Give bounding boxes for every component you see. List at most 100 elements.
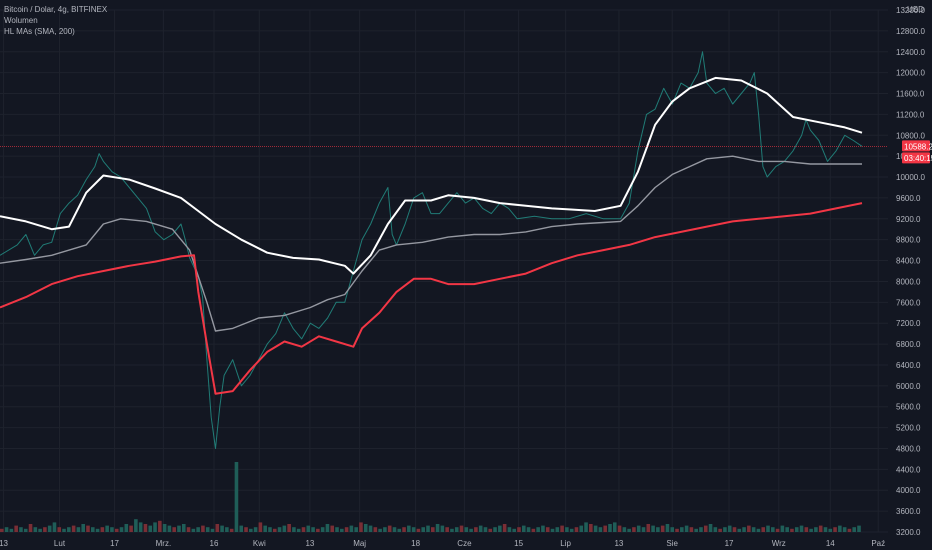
volume-bar (703, 525, 708, 532)
volume-bar (780, 525, 785, 532)
y-tick-label: 9600.0 (896, 194, 921, 203)
volume-bar (809, 528, 813, 532)
volume-bar (325, 524, 330, 532)
volume-bar (536, 527, 540, 532)
y-tick-label: 13200.0 (896, 6, 925, 15)
volume-bar (464, 527, 469, 532)
volume-bar (86, 525, 90, 532)
x-tick-label: Paź (871, 539, 885, 548)
y-tick-label: 6000.0 (896, 382, 921, 391)
volume-bar (838, 525, 842, 532)
x-tick-label: 13 (614, 539, 623, 548)
volume-bar (114, 528, 119, 532)
last-price-text: 10588.2 (904, 142, 932, 151)
legend-indicator[interactable]: HL MAs (SMA, 200) (4, 27, 75, 36)
volume-bar (737, 528, 742, 532)
volume-bar (81, 524, 85, 532)
y-tick-label: 10800.0 (896, 131, 925, 140)
volume-bar (636, 525, 641, 532)
volume-bar (684, 525, 689, 532)
volume-bar (790, 528, 794, 532)
volume-bar (593, 525, 598, 532)
volume-bar (632, 527, 636, 532)
volume-bar (19, 527, 23, 532)
volume-bar (129, 525, 133, 532)
volume-bar (220, 525, 224, 532)
volume-bar (612, 522, 617, 532)
volume-bar (651, 525, 655, 532)
volume-bar (828, 528, 833, 532)
volume-bar (148, 525, 153, 532)
volume-bar (823, 527, 828, 532)
price-axis[interactable]: 3200.0 3600.0 4000.0 4400.0 4800.0 5200.0 5600… (896, 6, 925, 537)
volume-bar (47, 525, 52, 532)
volume-bar (732, 527, 737, 532)
volume-bar (167, 525, 172, 532)
volume-bar (373, 527, 378, 532)
volume-bar (205, 527, 210, 532)
volume-bar (387, 525, 392, 532)
volume-bar (110, 527, 114, 532)
volume-bar (545, 527, 550, 532)
volume-bar (440, 525, 445, 532)
volume-bar (340, 528, 344, 532)
volume-bar (153, 522, 157, 532)
volume-bar (521, 525, 526, 532)
volume-bar (565, 527, 569, 532)
volume-bar (191, 528, 196, 532)
legend-volume[interactable]: Wolumen (4, 16, 38, 25)
volume-bars (0, 462, 861, 532)
chart-legend: Bitcoin / Dolar, 4g, BITFINEX Wolumen HL… (4, 4, 107, 37)
volume-bar (771, 527, 775, 532)
series-lower-ma (0, 202, 863, 395)
volume-bar (4, 527, 9, 532)
volume-bar (143, 524, 148, 532)
volume-bar (287, 524, 291, 532)
volume-bar (756, 528, 761, 532)
volume-bar (177, 525, 181, 532)
volume-bar (349, 525, 354, 532)
currency-label: USD (907, 5, 924, 14)
volume-bar (742, 527, 746, 532)
volume-bar (689, 527, 694, 532)
volume-bar (201, 525, 205, 532)
volume-bar (9, 528, 14, 532)
volume-bar (296, 528, 301, 532)
grid-lines (0, 9, 888, 533)
volume-bar (723, 527, 727, 532)
volume-bar (407, 525, 411, 532)
volume-bar (383, 527, 387, 532)
legend-symbol-title[interactable]: Bitcoin / Dolar, 4g, BITFINEX (4, 5, 108, 14)
volume-bar (766, 525, 770, 532)
volume-bar (43, 527, 47, 532)
y-tick-label: 3600.0 (896, 507, 921, 516)
y-tick-label: 6800.0 (896, 340, 921, 349)
volume-bar (277, 527, 282, 532)
volume-bar (311, 527, 315, 532)
y-tick-label: 5200.0 (896, 424, 921, 433)
countdown-badge (902, 152, 930, 164)
time-axis[interactable]: 13 Lut 17 Mrz. 16 Kwi 13 Maj 18 Cze 15 Lip 13 Sie 17 Wr… (0, 539, 885, 548)
volume-bar (316, 528, 320, 532)
volume-bar (478, 525, 483, 532)
volume-bar (541, 525, 545, 532)
volume-bar (531, 528, 536, 532)
volume-bar (560, 525, 564, 532)
volume-bar (268, 527, 272, 532)
volume-bar (641, 527, 646, 532)
volume-bar (804, 527, 809, 532)
volume-bar (320, 527, 325, 532)
x-tick-label: 16 (210, 539, 219, 548)
volume-bar (52, 522, 57, 532)
y-tick-label: 7200.0 (896, 319, 921, 328)
series-lines (0, 51, 863, 449)
volume-bar (14, 525, 18, 532)
volume-bar (162, 524, 167, 532)
volume-bar (272, 528, 277, 532)
volume-bar (263, 525, 267, 532)
y-tick-label: 12000.0 (896, 69, 925, 78)
volume-bar (498, 525, 502, 532)
volume-bar (282, 525, 287, 532)
volume-bar (775, 528, 780, 532)
